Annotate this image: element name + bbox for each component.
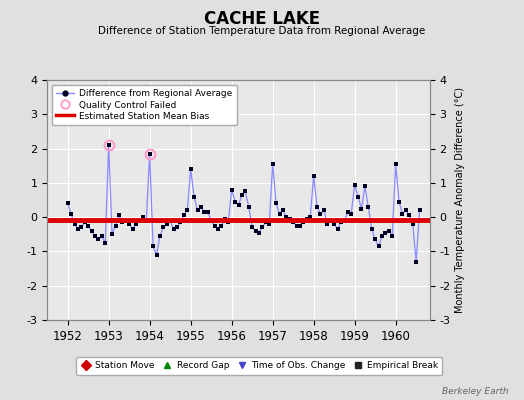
- Y-axis label: Monthly Temperature Anomaly Difference (°C): Monthly Temperature Anomaly Difference (…: [455, 87, 465, 313]
- Text: CACHE LAKE: CACHE LAKE: [204, 10, 320, 28]
- Text: Difference of Station Temperature Data from Regional Average: Difference of Station Temperature Data f…: [99, 26, 425, 36]
- Legend: Station Move, Record Gap, Time of Obs. Change, Empirical Break: Station Move, Record Gap, Time of Obs. C…: [77, 357, 442, 375]
- Text: Berkeley Earth: Berkeley Earth: [442, 387, 508, 396]
- Legend: Difference from Regional Average, Quality Control Failed, Estimated Station Mean: Difference from Regional Average, Qualit…: [52, 84, 236, 126]
